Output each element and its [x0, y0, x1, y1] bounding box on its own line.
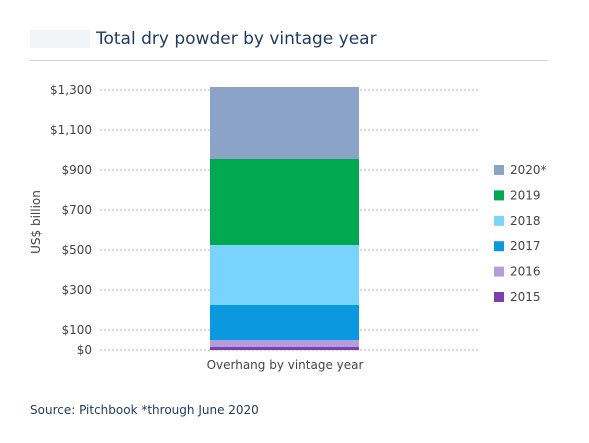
legend-swatch: [494, 215, 504, 226]
bar-segment-2018: [210, 245, 359, 305]
legend-swatch: [494, 190, 504, 201]
legend-label: 2018: [510, 214, 541, 228]
logo-placeholder: [30, 30, 90, 48]
y-tick-label: $900: [61, 163, 92, 177]
legend-swatch: [494, 165, 504, 175]
title-row: Total dry powder by vintage year: [30, 26, 377, 52]
y-tick-label: $1,300: [50, 83, 92, 97]
legend-label: 2015: [510, 290, 541, 304]
y-tick-label: $0: [77, 343, 92, 357]
legend-swatch: [494, 292, 504, 302]
y-tick-label: $100: [61, 323, 92, 337]
legend: 2020* 2019 2018 2017 2016 2015: [494, 163, 547, 304]
legend-label: 2019: [510, 188, 541, 202]
y-axis-label: US$ billion: [29, 190, 43, 254]
chart-title: Total dry powder by vintage year: [96, 29, 377, 49]
bar-segment-2017: [210, 305, 359, 340]
legend-label: 2017: [510, 239, 541, 253]
title-divider: [30, 60, 548, 61]
bar-segment-2016: [210, 340, 359, 347]
legend-label: 2020*: [510, 163, 547, 177]
legend-label: 2016: [510, 265, 541, 279]
x-category-label: Overhang by vintage year: [207, 358, 364, 372]
y-tick-label: $300: [61, 283, 92, 297]
bar-segment-2019: [210, 159, 359, 245]
legend-swatch: [494, 266, 504, 277]
legend-swatch: [494, 241, 504, 252]
y-tick-labels: $0 $100 $300 $500 $700 $900 $1,100 $1,300: [50, 83, 92, 357]
bar-segment-2020: [210, 87, 359, 159]
y-tick-label: $700: [61, 203, 92, 217]
bar-segments: [210, 87, 359, 350]
y-tick-label: $1,100: [50, 123, 92, 137]
source-note: Source: Pitchbook *through June 2020: [30, 403, 259, 417]
bar-segment-2015: [210, 347, 359, 350]
y-tick-label: $500: [61, 243, 92, 257]
